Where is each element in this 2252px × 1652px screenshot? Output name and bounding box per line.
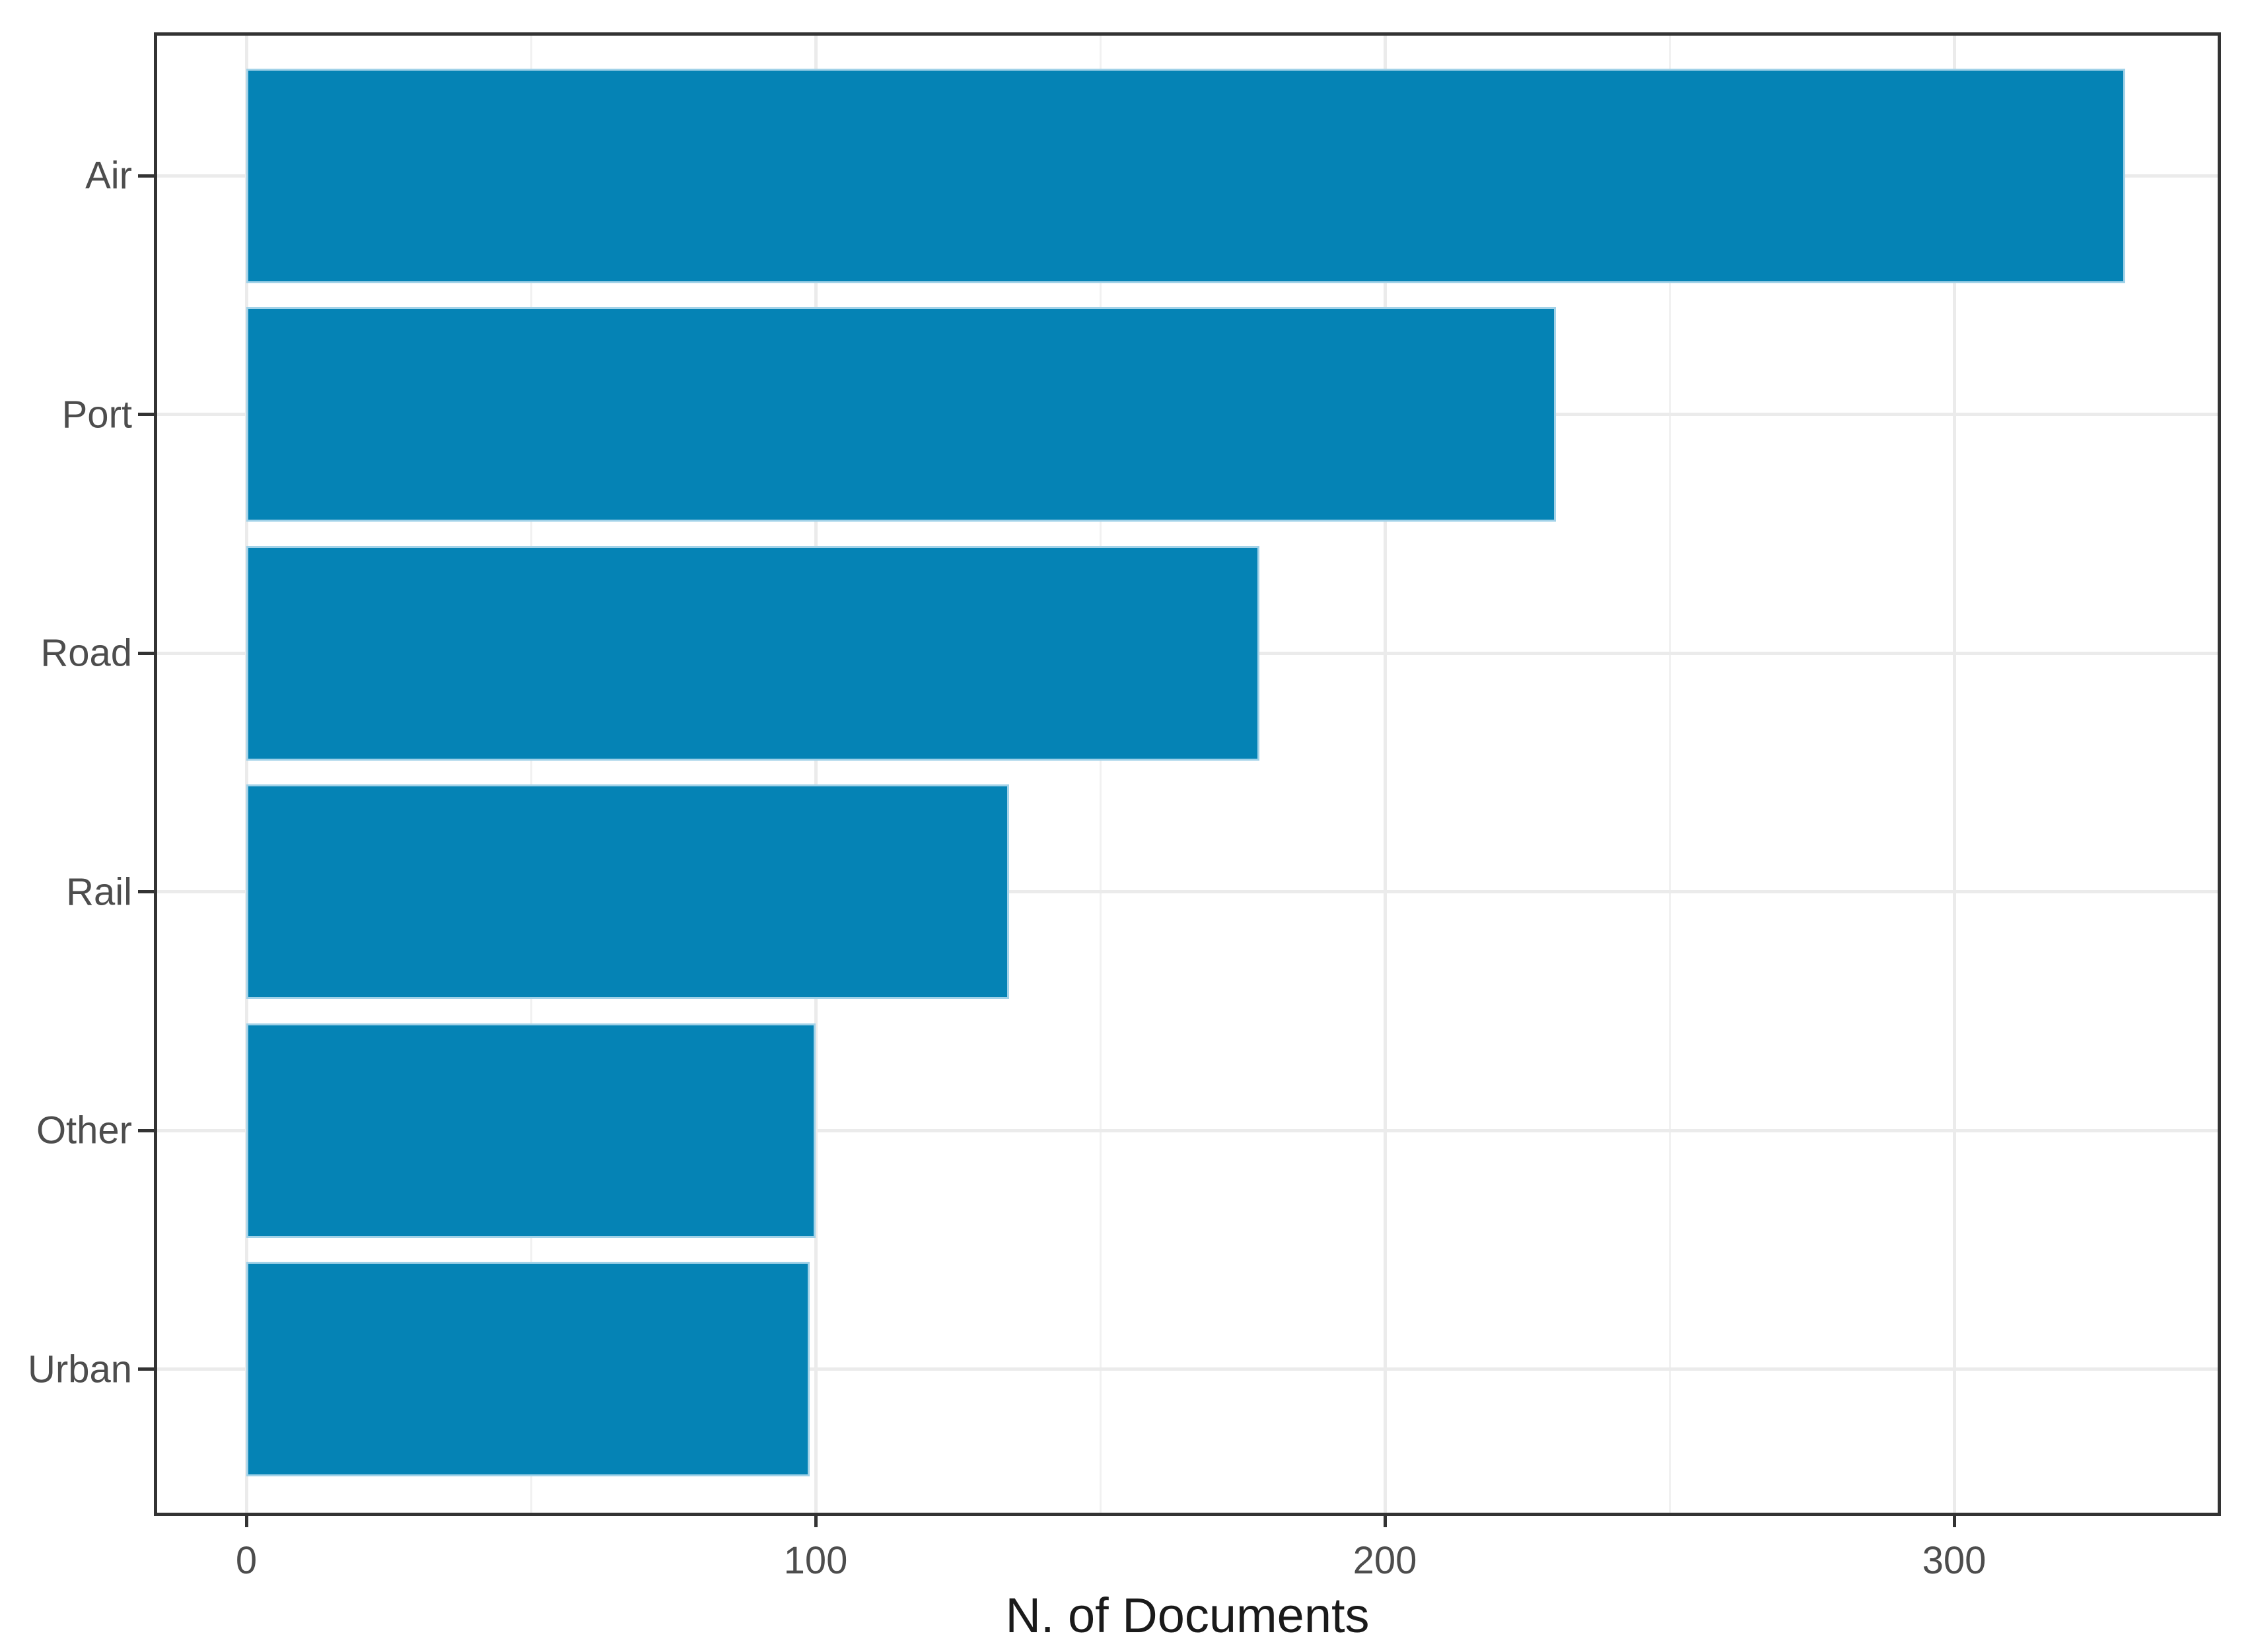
plot-panel [154, 32, 2221, 1516]
gridline-major-200 [1383, 36, 1387, 1513]
gridline-minor-150 [1099, 36, 1102, 1513]
y-axis-label-rail: Rail [66, 870, 132, 913]
gridline-rail [157, 890, 2218, 893]
y-axis-label-urban: Urban [28, 1348, 132, 1391]
gridline-major-0 [244, 36, 248, 1513]
y-tick-air [138, 174, 154, 178]
x-tick-200 [1383, 1516, 1387, 1527]
bar-other [246, 1023, 816, 1238]
gridline-major-300 [1952, 36, 1956, 1513]
bar-air [246, 68, 2125, 283]
y-tick-port [138, 413, 154, 416]
gridline-major-100 [814, 36, 818, 1513]
x-tick-0 [244, 1516, 248, 1527]
y-axis-label-port: Port [61, 393, 132, 436]
y-axis-label-other: Other [36, 1109, 132, 1152]
y-axis-label-air: Air [85, 154, 132, 197]
x-axis-tick-label-200: 200 [1353, 1539, 1417, 1582]
x-axis-tick-label-300: 300 [1922, 1539, 1987, 1582]
x-tick-300 [1952, 1516, 1956, 1527]
x-axis-title: N. of Documents [1005, 1588, 1370, 1643]
bar-road [246, 545, 1260, 761]
bar-port [246, 307, 1556, 522]
x-axis-tick-label-0: 0 [235, 1539, 258, 1582]
x-tick-100 [814, 1516, 818, 1527]
y-axis-label-road: Road [40, 631, 132, 675]
y-tick-road [138, 651, 154, 655]
gridline-minor-250 [1668, 36, 1671, 1513]
y-tick-rail [138, 890, 154, 893]
gridline-urban [157, 1367, 2218, 1371]
bar-urban [246, 1262, 810, 1476]
y-tick-urban [138, 1367, 154, 1371]
gridline-other [157, 1128, 2218, 1132]
gridline-minor-50 [530, 36, 532, 1513]
bar-rail [246, 784, 1010, 999]
x-axis-tick-label-100: 100 [783, 1539, 848, 1582]
y-tick-other [138, 1128, 154, 1132]
